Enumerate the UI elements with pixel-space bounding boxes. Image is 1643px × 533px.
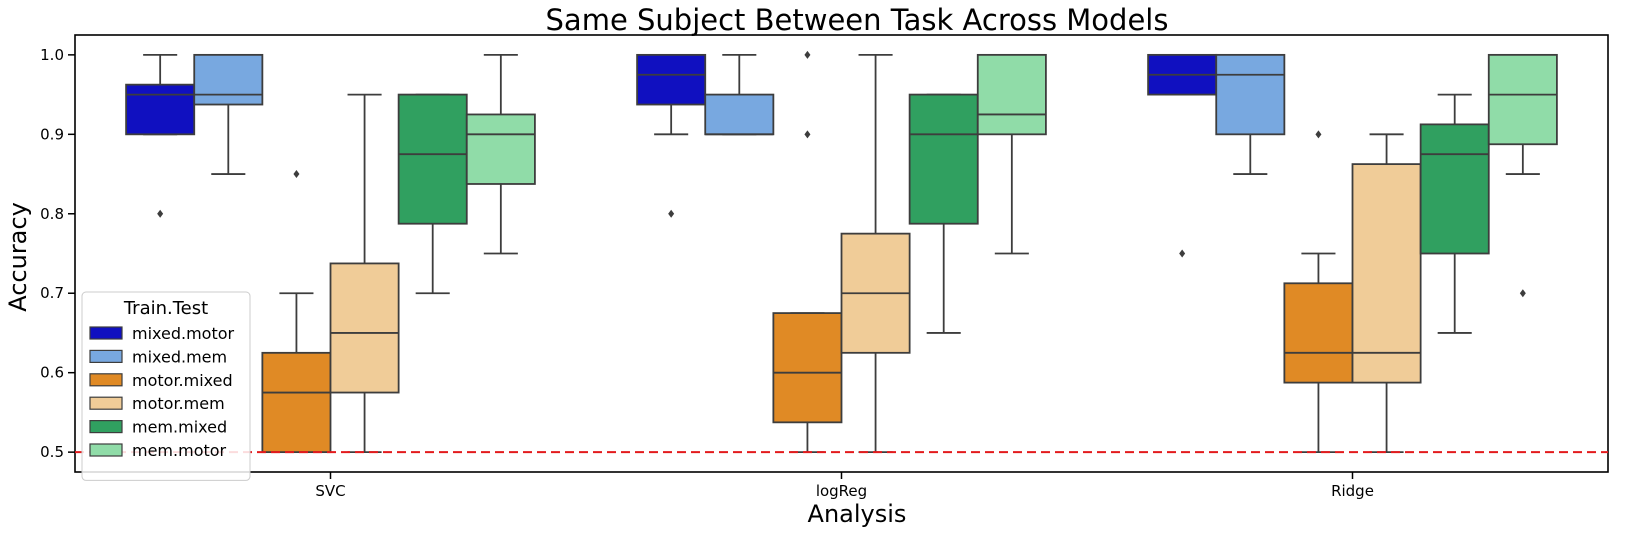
iqr-box — [772, 312, 843, 424]
box-mixed-motor-logreg — [636, 53, 707, 218]
iqr-box — [704, 93, 775, 136]
y-tick-label: 0.9 — [40, 125, 64, 143]
iqr-box — [465, 113, 536, 185]
box-motor-mem-logreg — [840, 53, 911, 454]
box-mixed-mem-ridge — [1215, 53, 1286, 175]
legend-swatch — [89, 420, 123, 434]
y-tick-label: 0.7 — [40, 284, 64, 302]
outlier-point — [157, 209, 164, 218]
y-axis-label: Accuracy — [4, 202, 32, 312]
legend-entry-mixed-mem: mixed.mem — [132, 347, 227, 366]
box-mem-mixed-logreg — [908, 93, 979, 334]
outlier-point — [804, 130, 811, 139]
legend-entry-motor-mixed: motor.mixed — [132, 371, 233, 390]
iqr-box — [908, 93, 979, 225]
x-tick-label-logreg: logReg — [816, 482, 867, 500]
y-tick-label: 1.0 — [40, 46, 64, 64]
box-motor-mixed-ridge — [1283, 130, 1354, 454]
box-mixed-mem-svc — [193, 53, 264, 175]
legend: Train.Test mixed.motor mixed.mem motor.mixe… — [81, 291, 251, 481]
box-motor-mixed-logreg — [772, 50, 843, 454]
outlier-point — [293, 170, 300, 179]
x-tick-label-svc: SVC — [315, 482, 345, 500]
iqr-box — [397, 93, 468, 225]
chart-title: Same Subject Between Task Across Models — [546, 3, 1169, 37]
outlier-point — [1179, 249, 1186, 258]
outlier-point — [804, 50, 811, 59]
box-mixed-motor-svc — [125, 53, 196, 218]
plot-area: 0.5 0.6 0.7 0.8 0.9 1.0 SVC logReg Ridge — [40, 34, 1609, 500]
box-mem-mixed-svc — [397, 93, 468, 295]
box-mixed-mem-logreg — [704, 53, 775, 136]
legend-entry-motor-mem: motor.mem — [132, 394, 225, 413]
iqr-box — [1419, 123, 1490, 255]
outlier-point — [668, 209, 675, 218]
legend-entry-mem-mixed: mem.mixed — [132, 418, 227, 437]
legend-swatch — [89, 443, 123, 457]
x-tick-label-ridge: Ridge — [1331, 482, 1374, 500]
box-motor-mixed-svc — [261, 170, 332, 454]
iqr-box — [329, 262, 400, 394]
legend-swatch — [89, 396, 123, 410]
x-axis-label: Analysis — [808, 500, 907, 528]
iqr-box — [636, 53, 707, 106]
box-motor-mem-svc — [329, 93, 400, 454]
y-tick-label: 0.8 — [40, 205, 64, 223]
box-mem-motor-ridge — [1487, 53, 1558, 298]
legend-box — [81, 291, 251, 481]
iqr-box — [1351, 163, 1422, 384]
legend-swatch — [89, 349, 123, 363]
iqr-box — [193, 53, 264, 106]
box-mem-mixed-ridge — [1419, 93, 1490, 334]
iqr-box — [976, 53, 1047, 136]
legend-entry-mixed-motor: mixed.motor — [132, 324, 235, 343]
iqr-box — [261, 351, 332, 454]
legend-entry-mem-motor: mem.motor — [132, 441, 227, 460]
box-mem-motor-logreg — [976, 53, 1047, 255]
iqr-box — [125, 83, 196, 136]
legend-swatch — [89, 326, 123, 340]
outlier-point — [1315, 130, 1322, 139]
y-tick-label: 0.5 — [40, 443, 64, 461]
outlier-point — [1519, 289, 1526, 298]
iqr-box — [1283, 282, 1354, 384]
box-motor-mem-ridge — [1351, 133, 1422, 454]
iqr-box — [1487, 53, 1558, 146]
legend-title: Train.Test — [123, 298, 208, 319]
box-mixed-motor-ridge — [1147, 53, 1218, 258]
box-mem-motor-svc — [465, 53, 536, 255]
iqr-box — [1215, 53, 1286, 136]
legend-swatch — [89, 373, 123, 387]
y-tick-label: 0.6 — [40, 364, 64, 382]
